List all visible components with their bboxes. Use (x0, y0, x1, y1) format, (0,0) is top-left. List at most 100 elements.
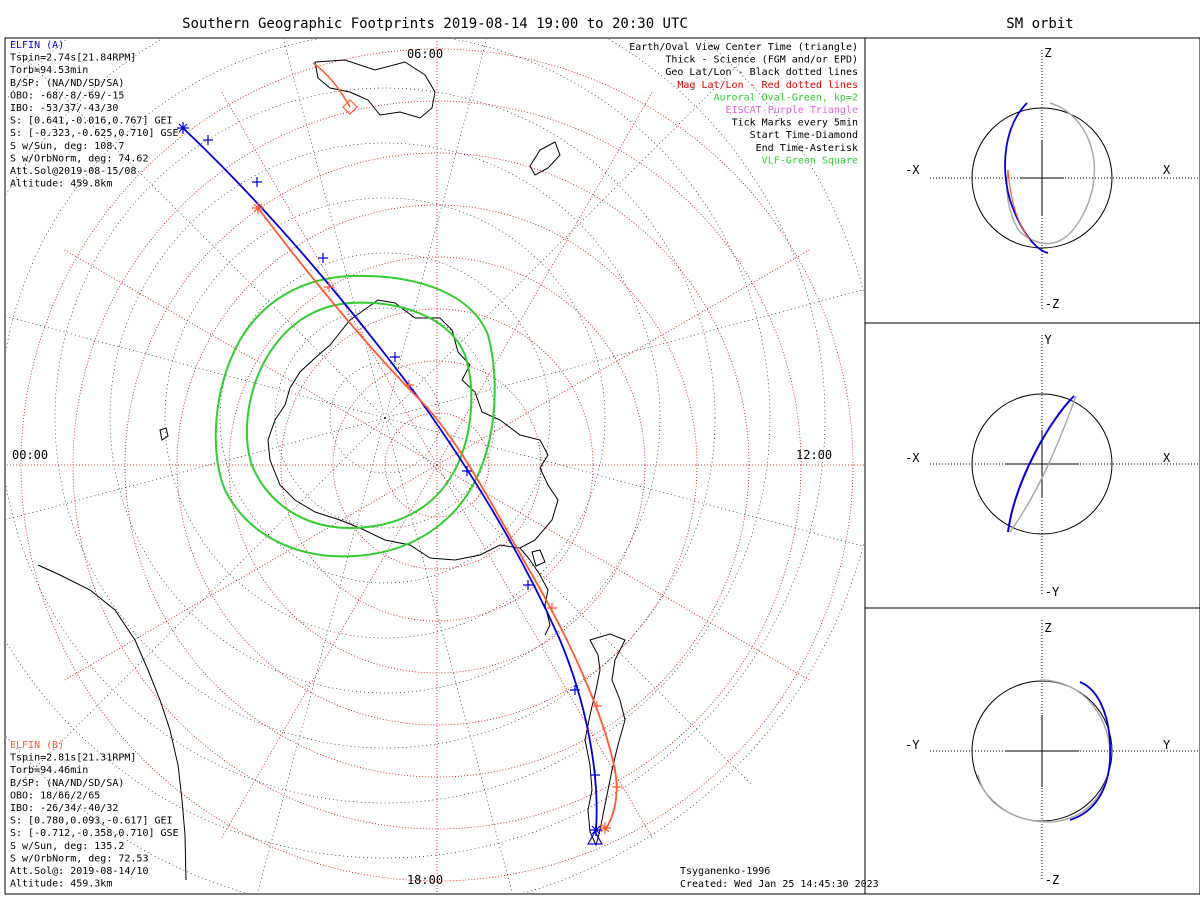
elfin-b-orbit (1006, 102, 1096, 245)
south-america-coastline (584, 633, 626, 847)
info-line: Torb=94.53min (10, 65, 88, 76)
info-line: OBO: -68/-8/-69/-15 (10, 90, 124, 101)
info-line: Tspin=2.74s[21.84RPM] (10, 53, 136, 64)
model-label: Tsyganenko-1996 (680, 866, 770, 877)
mag-lon-line (436, 464, 810, 681)
label-right: Y (1163, 738, 1171, 752)
mlt-label-left: 00:00 (12, 448, 48, 462)
geo-lon-line (384, 417, 864, 547)
geo-lon-line (384, 417, 753, 786)
geo-lon-line (17, 50, 386, 419)
elfin-b-tick (612, 782, 622, 792)
info-line: S: [0.641,-0.016,0.767] GEI (10, 116, 173, 127)
legend: Earth/Oval View Center Time (triangle) Th… (629, 42, 858, 166)
elfin-a-end-asterisk (590, 824, 602, 836)
label-right: X (1163, 163, 1171, 177)
info-line: Tspin=2.81s[21.31RPM] (10, 753, 136, 764)
auroral-oval (214, 274, 496, 558)
label-bottom: -Z (1045, 297, 1059, 311)
info-line: Att.Sol@2019-08-15/08 (10, 166, 136, 177)
label-right: X (1163, 451, 1171, 465)
legend-entry: EISCAT-Purple Triangle (726, 105, 858, 116)
antarctic-peninsula-coastline (519, 547, 551, 636)
elfin-a-tick (318, 253, 328, 263)
geo-grid-black-dotted (6, 39, 864, 893)
label-top: Y (1044, 333, 1052, 347)
legend-entry: VLF-Green Square (762, 155, 858, 166)
elfin-b-tick (404, 380, 414, 390)
figure-title: Southern Geographic Footprints 2019-08-1… (182, 16, 688, 32)
geo-lon-line (257, 417, 386, 893)
info-line: IBO: -26/34/-40/32 (10, 803, 118, 814)
mlt-label-right: 12:00 (796, 448, 832, 462)
elfin-b-footprint-track (257, 207, 618, 831)
geo-lat-circle (219, 252, 551, 584)
geo-lon-line (384, 417, 513, 893)
elfin-a-tick (203, 135, 213, 145)
label-top: Z (1044, 621, 1051, 635)
info-line: OBO: 18/66/2/65 (10, 790, 100, 801)
elfin-a-orbit (1004, 102, 1049, 254)
geo-lon-line (384, 50, 753, 419)
auroral-oval-inner (245, 301, 473, 530)
sm-panel-xy: Y -Y -X X (905, 333, 1200, 599)
earth-circle (971, 393, 1113, 535)
geo-lon-line (17, 417, 386, 786)
elfin-b-info: ELFIN (B) Tspin=2.81s[21.31RPM]Torb=94.46… (10, 740, 179, 890)
elfin-a-markers (177, 122, 604, 845)
legend-entry: Earth/Oval View Center Time (triangle) (629, 42, 858, 53)
auroral-oval-outer (214, 274, 496, 558)
label-left: -Y (905, 738, 920, 752)
info-line: Att.Sol@: 2019-08-14/10 (10, 866, 148, 877)
label-bottom: -Y (1045, 585, 1060, 599)
earth-circle (971, 107, 1113, 249)
geo-lat-circle (54, 87, 716, 749)
mag-grid-red-dotted (7, 39, 864, 893)
new-zealand-coastline (529, 141, 561, 176)
mag-lon-line (64, 464, 438, 681)
elfin-b-start-asterisk (252, 202, 264, 214)
sm-panels-frame (864, 37, 1200, 895)
legend-entry: Start Time-Diamond (750, 130, 858, 141)
geo-lon-line (384, 39, 487, 419)
elfin-b-tick (592, 701, 602, 711)
sm-panel-xz: Z -Z -X X (905, 46, 1200, 311)
legend-entry: Auroral Oval-Green, kp=2 (714, 92, 859, 103)
elfin-a-tick (523, 580, 533, 590)
island-coastline (159, 427, 169, 441)
info-line: S: [0.780,0.093,-0.617] GEI (10, 816, 173, 827)
elfin-b-end-asterisk (599, 822, 611, 834)
elfin-b-orbit (977, 679, 1111, 823)
polar-map: 06:00 18:00 00:00 12:00 Earth/Oval View … (6, 39, 879, 893)
elfin-a-footprint-track (182, 127, 598, 831)
legend-entry: Tick Marks every 5min (732, 118, 858, 129)
geo-lat-circle (6, 39, 826, 859)
elfin-b-diamond (342, 99, 358, 115)
africa-coastline (37, 564, 187, 881)
label-left: -X (905, 163, 920, 177)
info-line: Torb=94.46min (10, 765, 88, 776)
geo-lat-circle (329, 362, 441, 474)
elfin-a-center-triangle (586, 830, 604, 845)
info-line: S w/Sun, deg: 108.7 (10, 141, 124, 152)
created-timestamp: Created: Wed Jan 25 14:45:30 2023 (680, 879, 879, 890)
geo-lat-circle (164, 197, 606, 639)
elfin-b-orbit (1009, 395, 1077, 533)
mag-lat-circle (332, 360, 542, 570)
elfin-a-info: ELFIN (A) Tspin=2.74s[21.84RPM]Torb=94.53… (10, 40, 179, 190)
geo-lon-line (283, 39, 386, 419)
coastlines (37, 59, 626, 881)
elfin-b-upper-track (312, 62, 351, 108)
legend-entry: Geo Lat/Lon - Black dotted lines (665, 67, 858, 78)
elfin-b-tick (324, 282, 334, 292)
spacecraft-name: ELFIN (B) (10, 740, 64, 751)
legend-entry: End Time-Asterisk (756, 143, 858, 154)
geo-lon-line (6, 316, 386, 419)
geo-lon-line (6, 417, 386, 520)
mag-lon-line (436, 92, 653, 466)
info-line: B/SP: (NA/ND/SD/SA) (10, 778, 124, 789)
elfin-a-orbit (1007, 395, 1075, 533)
info-line: S: [-0.323,-0.625,0.710] GSE (10, 128, 179, 139)
island-coastline-2 (531, 549, 546, 567)
